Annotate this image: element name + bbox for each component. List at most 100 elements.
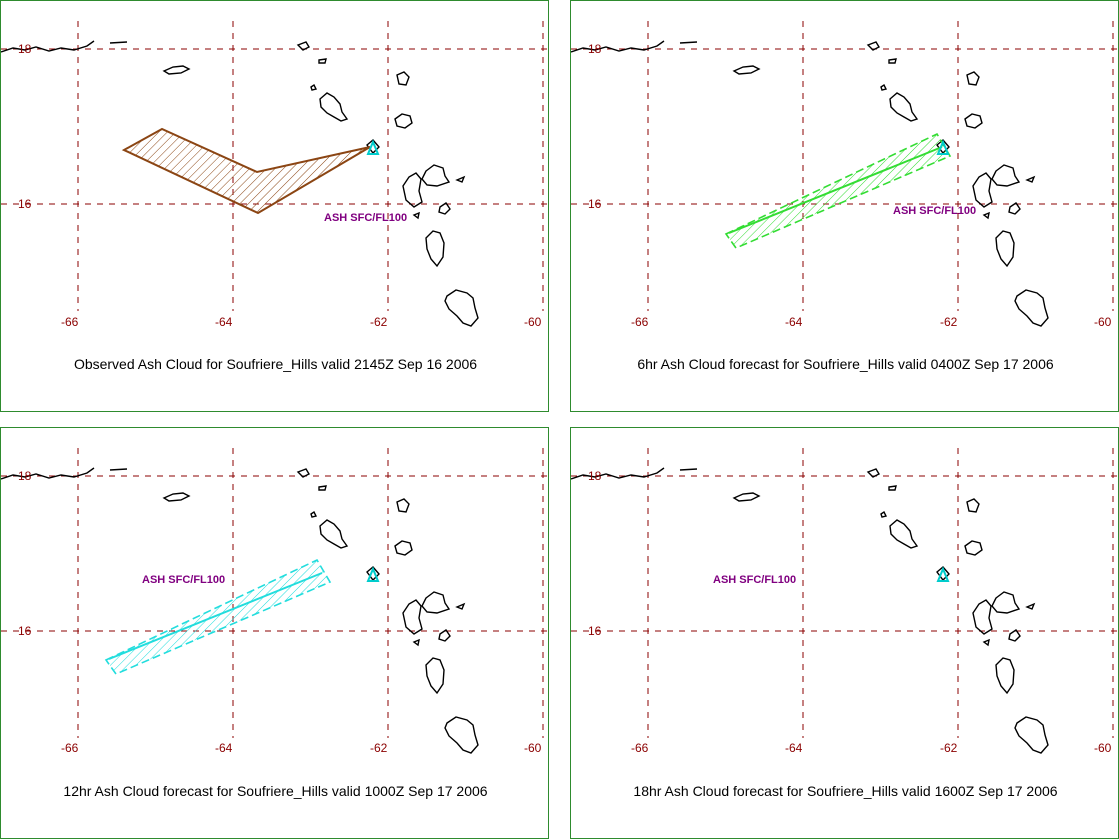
ash-altitude-label: ASH SFC/FL100 [324, 212, 408, 224]
lat-label-16: 16 [18, 197, 32, 211]
lat-label-18: 18 [18, 42, 32, 56]
island-outline [318, 58, 327, 64]
map-panel-18hr: 18 16 -66 -64 -62 -60 ASH SFC/FL100 18hr… [570, 427, 1119, 839]
lon-label-60: -60 [524, 741, 542, 755]
island-outline [425, 657, 445, 695]
island-outline [1, 40, 95, 53]
island-outline [732, 492, 761, 502]
ash-cloud [104, 558, 332, 675]
ash-cloud-axis [728, 146, 943, 234]
lon-label-62: -62 [370, 741, 388, 755]
island-outline [366, 566, 380, 582]
lon-label-60: -60 [1094, 315, 1112, 329]
island-outline [991, 591, 1021, 614]
island-outline [310, 83, 318, 91]
island-outline [394, 113, 413, 129]
island-outline [991, 164, 1021, 187]
island-outline [966, 71, 980, 86]
lon-label-64: -64 [215, 315, 233, 329]
island-outline [972, 172, 993, 208]
panel-caption: 18hr Ash Cloud forecast for Soufriere_Hi… [633, 783, 1058, 799]
coastline [1, 467, 479, 754]
island-outline [964, 540, 983, 556]
island-outline [412, 638, 420, 647]
lon-label-62: -62 [940, 741, 958, 755]
island-outline [438, 202, 451, 215]
island-outline [455, 175, 466, 183]
lon-label-62: -62 [370, 315, 388, 329]
lat-label-18: 18 [18, 469, 32, 483]
map-canvas [1, 21, 550, 327]
coastline [1, 40, 479, 327]
graticule [571, 21, 1119, 311]
volcano-triangle [366, 566, 380, 582]
lat-label-16: 16 [588, 197, 602, 211]
lat-label-16: 16 [588, 624, 602, 638]
lon-label-66: -66 [631, 741, 649, 755]
map-panel-12hr: 18 16 -66 -64 -62 -60 ASH SFC/FL100 12hr… [0, 427, 550, 839]
lon-label-66: -66 [61, 741, 79, 755]
island-outline [318, 485, 327, 491]
island-outline [966, 498, 980, 513]
island-outline [964, 113, 983, 129]
island-outline [571, 467, 665, 480]
lat-label-18: 18 [588, 469, 602, 483]
lon-label-64: -64 [215, 741, 233, 755]
island-outline [1, 467, 95, 480]
lon-label-60: -60 [524, 315, 542, 329]
island-outline [679, 41, 698, 44]
volcano-marker-icon [366, 139, 380, 155]
island-outline [296, 468, 310, 478]
island-outline [402, 172, 423, 208]
island-outline [109, 468, 128, 471]
island-outline [1008, 629, 1021, 642]
island-outline [995, 657, 1015, 695]
island-outline [162, 492, 191, 502]
lat-label-18: 18 [588, 42, 602, 56]
island-outline [889, 92, 919, 122]
lon-label-64: -64 [785, 741, 803, 755]
graticule [571, 448, 1119, 738]
island-outline [421, 591, 451, 614]
lat-label-16: 16 [18, 624, 32, 638]
ash-cloud [724, 132, 952, 249]
island-outline [319, 92, 349, 122]
island-outline [394, 540, 413, 556]
island-outline [1014, 289, 1049, 327]
island-outline [444, 716, 479, 754]
coastline [571, 40, 1049, 327]
lon-label-64: -64 [785, 315, 803, 329]
island-outline [1025, 602, 1036, 610]
island-outline [888, 485, 897, 491]
ash-cloud-axis [108, 572, 323, 660]
map-panel-6hr: 18 16 -66 -64 -62 -60 ASH SFC/FL100 6hr … [570, 0, 1119, 412]
volcano-marker-icon [366, 566, 380, 582]
island-outline [880, 510, 888, 518]
lon-label-60: -60 [1094, 741, 1112, 755]
island-outline [425, 230, 445, 268]
ash-cloud-polygon [121, 127, 371, 215]
panel-caption: Observed Ash Cloud for Soufriere_Hills v… [73, 356, 478, 372]
map-canvas [571, 448, 1119, 754]
island-outline [296, 41, 310, 51]
island-outline [972, 599, 993, 635]
ash-cloud [121, 127, 371, 215]
island-outline [310, 510, 318, 518]
coastline [571, 467, 1049, 754]
panel-caption: 6hr Ash Cloud forecast for Soufriere_Hil… [637, 356, 1054, 372]
island-outline [421, 164, 451, 187]
lon-label-66: -66 [61, 315, 79, 329]
island-outline [679, 468, 698, 471]
map-panel-observed: 18 16 -66 -64 -62 -60 ASH SFC/FL100 Obse… [0, 0, 550, 412]
island-outline [412, 211, 420, 220]
island-outline [995, 230, 1015, 268]
lon-label-66: -66 [631, 315, 649, 329]
island-outline [866, 41, 880, 51]
volcano-marker-icon [936, 139, 950, 155]
volcano-marker-icon [936, 566, 950, 582]
ash-cloud-band [724, 132, 952, 249]
island-outline [396, 498, 410, 513]
island-outline [1008, 202, 1021, 215]
ash-altitude-label: ASH SFC/FL100 [713, 574, 797, 586]
ash-altitude-label: ASH SFC/FL100 [142, 574, 226, 586]
